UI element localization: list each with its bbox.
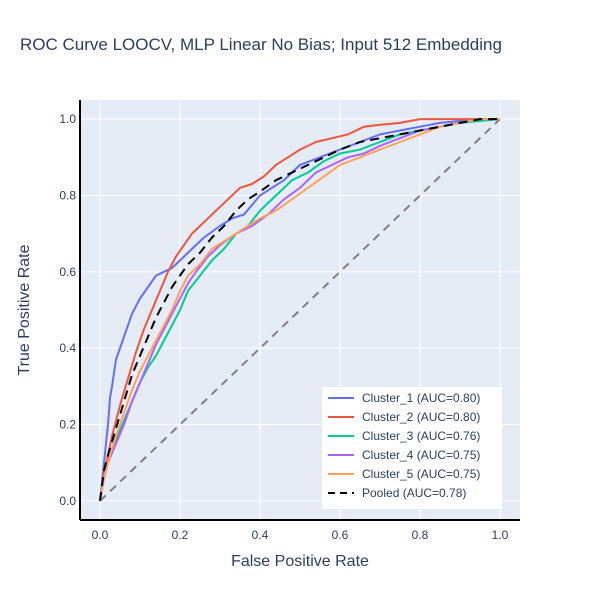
legend-label: Cluster_5 (AUC=0.75) [362,467,480,481]
x-tick-label: 0.4 [252,528,269,542]
y-tick-label: 0.2 [59,418,76,432]
x-tick-label: 0.8 [412,528,429,542]
roc-curve-series-2 [99,118,500,502]
legend-label: Pooled (AUC=0.78) [362,486,466,500]
legend-label: Cluster_2 (AUC=0.80) [362,410,480,424]
legend-label: Cluster_4 (AUC=0.75) [362,448,480,462]
legend-background [322,387,502,509]
y-tick-label: 0.6 [59,265,76,279]
x-tick-label: 0.2 [172,528,189,542]
roc-curve-series-1 [99,118,500,502]
x-tick-label: 1.0 [492,528,509,542]
x-tick-label: 0.0 [92,528,109,542]
roc-curve-series-6 [99,118,500,502]
x-axis-label: False Positive Rate [231,553,369,570]
legend-label: Cluster_3 (AUC=0.76) [362,429,480,443]
y-axis-label: True Positive Rate [16,244,33,375]
y-tick-label: 0.8 [59,188,76,202]
legend: Cluster_1 (AUC=0.80) Cluster_2 (AUC=0.80)… [322,387,502,509]
roc-curve-series-5 [99,118,500,502]
y-tick-label: 1.0 [59,112,76,126]
chart-title: ROC Curve LOOCV, MLP Linear No Bias; Inp… [20,35,502,54]
y-tick-label: 0.0 [59,494,76,508]
y-tick-label: 0.4 [59,341,76,355]
x-tick-label: 0.6 [332,528,349,542]
legend-label: Cluster_1 (AUC=0.80) [362,391,480,405]
